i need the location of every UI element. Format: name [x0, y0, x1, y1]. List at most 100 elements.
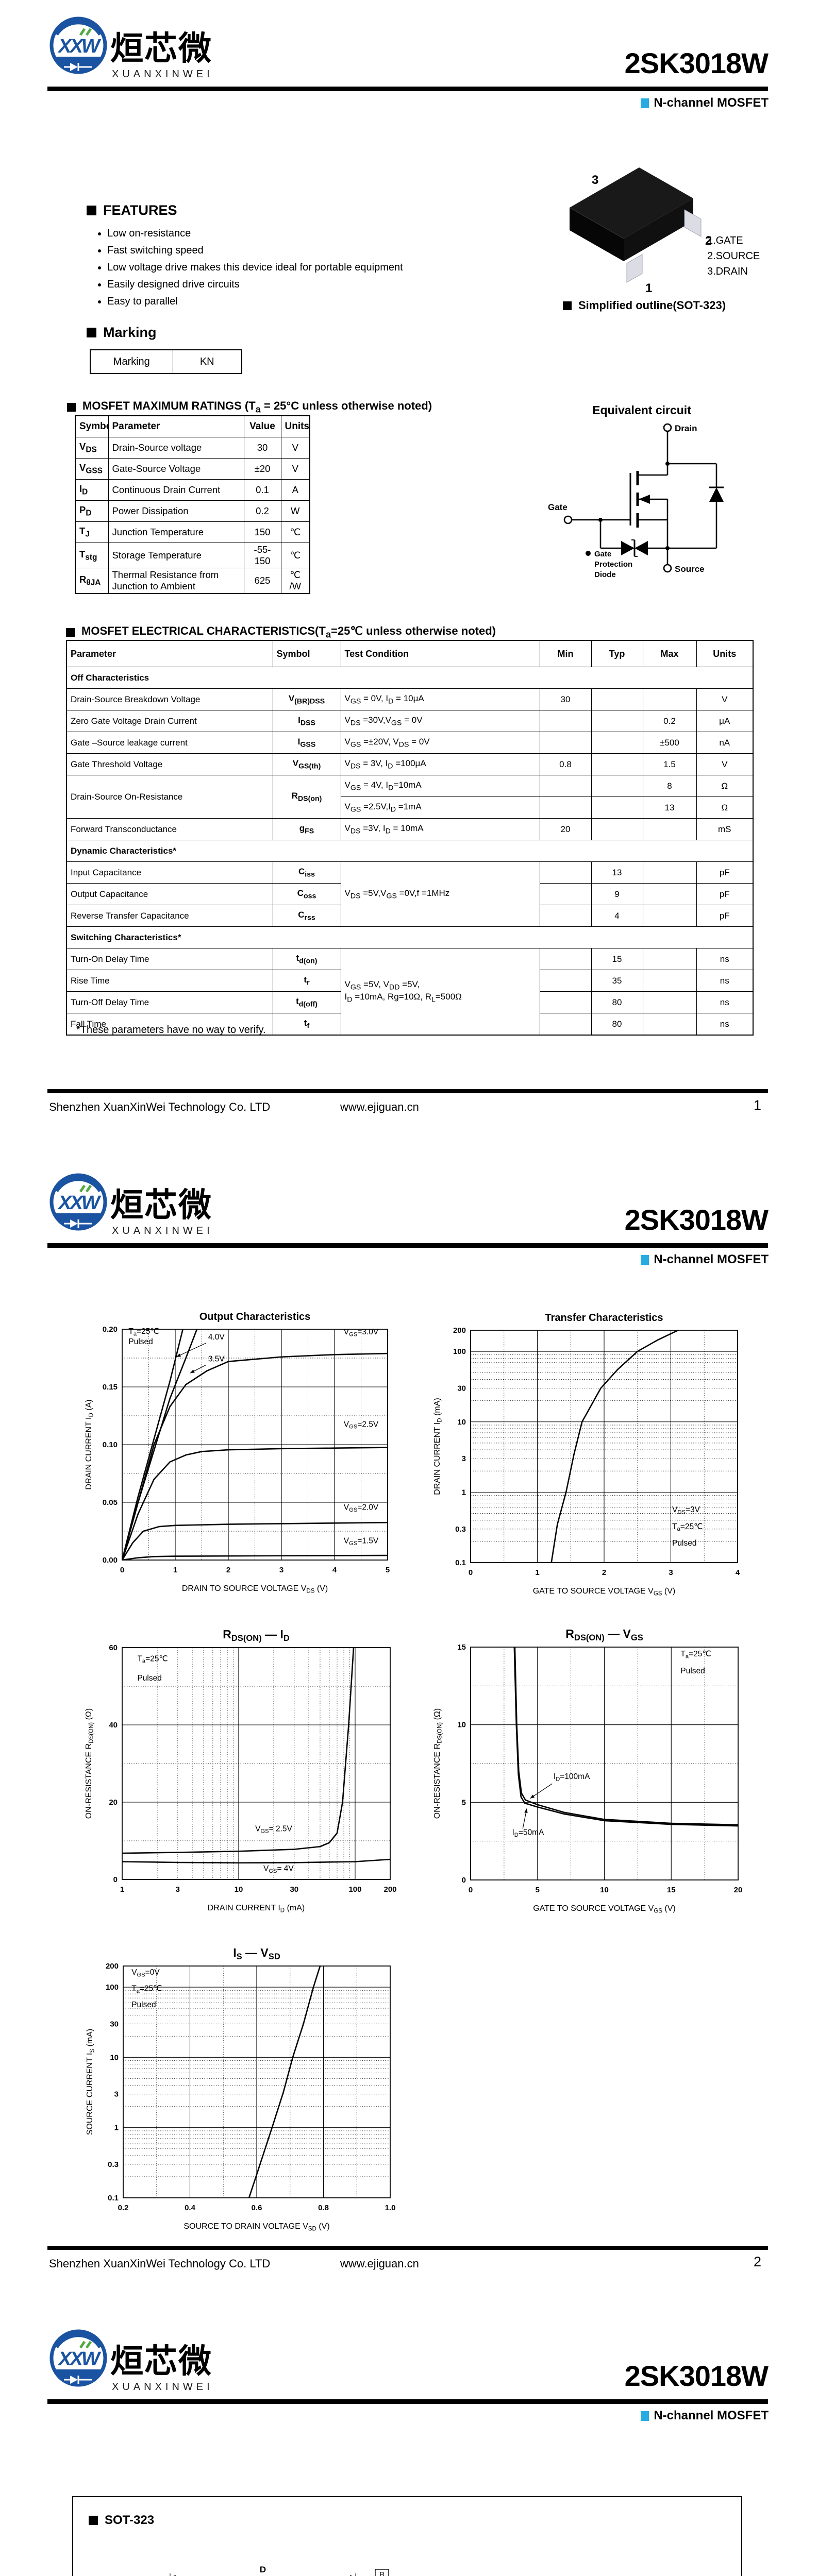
table-row: Turn-Off Delay Time td(off) 80 ns — [66, 991, 754, 1013]
features-list: Low on-resistance Fast switching speed Low… — [92, 223, 530, 313]
chart-annotation: VGS=0V — [131, 1968, 160, 1978]
body-diode-icon — [709, 487, 724, 502]
page-footer: Shenzhen XuanXinWei Technology Co. LTD w… — [0, 2246, 818, 2282]
section-row: Dynamic Characteristics* — [66, 840, 754, 862]
y-tick-label: 0.20 — [103, 1325, 118, 1334]
gate-terminal-icon — [563, 515, 573, 524]
y-tick-label: 5 — [462, 1798, 466, 1807]
series-VGS=2.5V — [122, 1447, 388, 1560]
equivalent-circuit-figure: Drain Gate Source Gate Protection Diode — [548, 423, 724, 579]
column-header: Symbol — [272, 640, 341, 667]
table-cell: IGSS — [272, 732, 341, 754]
y-tick-label: 30 — [110, 2020, 119, 2028]
device-type-label: N-channel MOSFET — [654, 96, 769, 110]
page-header: XXW 烜芯微 XUANXINWEI 2SK3018W N-channel MO… — [0, 1157, 818, 1278]
chart-annotation: VGS=1.5V — [344, 1537, 379, 1547]
section-square-icon — [89, 2516, 98, 2525]
logo-english-name: XUANXINWEI — [112, 2381, 213, 2393]
table-cell: RDS(on) — [272, 775, 341, 819]
table-cell: Junction Temperature — [108, 521, 244, 543]
table-cell — [591, 732, 643, 754]
y-tick-label: 10 — [457, 1721, 466, 1730]
table-cell — [591, 796, 643, 819]
legend-bullet-icon — [586, 551, 591, 556]
chart-annotation: ID=50mA — [512, 1828, 544, 1838]
table-cell: Drain-Source On-Resistance — [66, 775, 273, 819]
table-cell — [642, 1013, 697, 1036]
footer-company: Shenzhen XuanXinWei Technology Co. LTD — [49, 2257, 271, 2270]
x-tick-label: 0 — [120, 1566, 124, 1574]
section-square-icon — [563, 301, 572, 310]
page-footer: Shenzhen XuanXinWei Technology Co. LTD w… — [0, 1089, 818, 1125]
table-cell: ±500 — [642, 732, 697, 754]
logo-diode-icon — [70, 1219, 78, 1228]
y-tick-label: 1 — [114, 2124, 119, 2132]
table-cell — [642, 688, 697, 710]
x-tick-label: 15 — [667, 1886, 676, 1894]
table-row: RθJA Thermal Resistance from Junction to … — [75, 568, 310, 594]
table-cell: ℃ /W — [280, 568, 310, 594]
table-cell: VDS — [75, 437, 109, 459]
blue-square-icon — [641, 2411, 649, 2421]
column-header: Value — [243, 415, 281, 437]
chart-output: 0 1 2 3 4 5 0.00 0.05 0.10 0.15 0.20 DRAIN TO SOURC… — [85, 1311, 390, 1595]
page-number: 1 — [753, 1097, 761, 1113]
feature-item: Low on-resistance — [107, 228, 530, 240]
table-row: Drain-Source Breakdown Voltage V(BR)DSS VG… — [66, 688, 754, 710]
chart-annotation: Pulsed — [137, 1674, 161, 1683]
table-cell: 0.8 — [539, 753, 592, 775]
chart-annotation: Ta=25℃ — [680, 1650, 711, 1659]
y-tick-label: 3 — [114, 2090, 119, 2099]
footer-website[interactable]: www.ejiguan.cn — [340, 1100, 419, 1113]
table-cell: VGS(th) — [272, 753, 341, 775]
y-tick-label: 20 — [109, 1798, 118, 1807]
chart-title: RDS(ON) — ID — [223, 1628, 290, 1643]
sot323-mechanical-drawing: DBEHEAA1QcXvABwB312bee1ALEQdetail X012 m… — [169, 2565, 389, 2576]
series-VGS=4.0V — [122, 1329, 184, 1560]
x-tick-label: 4 — [332, 1566, 337, 1574]
chart-annotation: 4.0V — [208, 1333, 225, 1342]
table-cell: Rise Time — [66, 970, 273, 992]
logo-english-name: XUANXINWEI — [112, 1225, 213, 1236]
drain-terminal-icon — [663, 423, 672, 432]
table-cell: VGSS — [75, 458, 109, 480]
sot323-outline-box — [72, 2496, 742, 2576]
pin-legend-item: 1.GATE — [707, 235, 743, 246]
y-tick-label: 3 — [462, 1454, 466, 1463]
table-cell: RθJA — [75, 568, 109, 594]
table-cell: 20 — [539, 818, 592, 840]
logo-green-tick-icon — [79, 2341, 86, 2349]
chart-title: RDS(ON) — VGS — [565, 1627, 643, 1642]
logo-chinese-name: 烜芯微 — [110, 30, 212, 67]
table-cell: V(BR)DSS — [272, 688, 341, 710]
device-type-label: N-channel MOSFET — [654, 1252, 769, 1266]
y-tick-label: 0.15 — [103, 1383, 118, 1392]
table-cell: 0.2 — [243, 500, 281, 522]
chart-annotation: VGS= 4V — [263, 1865, 294, 1874]
protection-diode-label: Protection — [594, 560, 632, 569]
table-cell: mS — [696, 818, 754, 840]
table-cell: nA — [696, 732, 754, 754]
chart-title: Transfer Characteristics — [545, 1312, 663, 1324]
table-cell: 625 — [243, 568, 281, 594]
table-cell: Zero Gate Voltage Drain Current — [66, 710, 273, 732]
table-cell: 8 — [642, 775, 697, 797]
footer-website[interactable]: www.ejiguan.cn — [340, 2257, 419, 2270]
table-cell — [642, 861, 697, 884]
x-tick-label: 100 — [348, 1885, 361, 1894]
chart-annotation: VGS=2.0V — [344, 1503, 379, 1513]
table-cell — [539, 991, 592, 1013]
x-tick-label: 0 — [469, 1886, 473, 1894]
table-row: Turn-On Delay Time td(on) VGS =5V, VDD =5V… — [66, 948, 754, 1036]
table-cell: VDS = 3V, ID =100μA — [340, 753, 540, 775]
table-cell — [539, 861, 592, 884]
header-rule — [47, 2399, 768, 2404]
table-cell: Gate Threshold Voltage — [66, 753, 273, 775]
column-header: Min — [539, 640, 592, 667]
table-cell: gFS — [272, 818, 341, 840]
table-cell: Ω — [696, 775, 754, 797]
logo-diode-icon — [70, 63, 78, 71]
table-row: PD Power Dissipation 0.2 W — [75, 500, 310, 522]
logo-green-tick-icon — [85, 2341, 92, 2349]
x-tick-label: 0.8 — [318, 2204, 329, 2212]
